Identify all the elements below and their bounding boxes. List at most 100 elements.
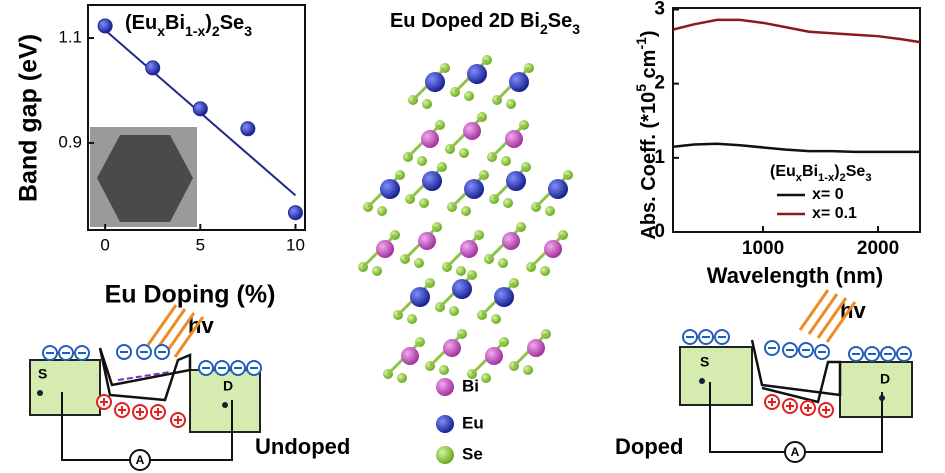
x-tick-label: 10 bbox=[286, 235, 305, 254]
se-atom bbox=[414, 258, 424, 268]
y-tick-label: 1 bbox=[654, 147, 665, 168]
script-text: 2 bbox=[212, 23, 220, 39]
script-text: -1 bbox=[633, 37, 649, 50]
light-ray bbox=[798, 289, 830, 331]
x-tick-label: 5 bbox=[196, 235, 205, 254]
eu-atom bbox=[548, 179, 568, 199]
eu-atom bbox=[506, 171, 526, 191]
eu-atom bbox=[509, 72, 529, 92]
y-tick-label: 3 bbox=[654, 0, 665, 19]
hole-sign bbox=[154, 408, 162, 416]
contact bbox=[37, 390, 43, 396]
se-atom bbox=[419, 198, 429, 208]
bi-atom bbox=[443, 339, 461, 357]
meter-label: A bbox=[136, 453, 145, 467]
script-text: x bbox=[796, 172, 803, 184]
structure-title: Eu Doped 2D Bi2Se3 bbox=[390, 10, 580, 36]
eu-atom bbox=[380, 179, 400, 199]
se-atom bbox=[506, 99, 516, 109]
circuit bbox=[709, 382, 883, 453]
x-tick-label: 0 bbox=[100, 235, 109, 254]
data-line bbox=[673, 18, 921, 44]
y-axis-label: Band gap (eV) bbox=[15, 34, 43, 202]
contact bbox=[222, 402, 228, 408]
drain-label: D bbox=[223, 378, 233, 394]
bi-atom bbox=[505, 130, 523, 148]
bi-atom bbox=[485, 347, 503, 365]
text-part: ) bbox=[834, 163, 839, 180]
light-ray bbox=[146, 304, 178, 346]
bi-atom bbox=[460, 240, 478, 258]
se-atom bbox=[422, 99, 432, 109]
hole-sign bbox=[768, 398, 776, 406]
device-label: Undoped bbox=[255, 434, 350, 459]
drain-label: D bbox=[880, 371, 890, 387]
hole-sign bbox=[804, 404, 812, 412]
script-text: 3 bbox=[244, 23, 252, 39]
text-part: cm bbox=[638, 50, 660, 84]
bi-atom bbox=[527, 339, 545, 357]
se-atom bbox=[501, 156, 511, 166]
channel bbox=[98, 347, 192, 402]
y-tick-label: 2 bbox=[654, 73, 665, 94]
text-part: Se bbox=[220, 12, 244, 34]
data-point bbox=[145, 60, 161, 76]
hole-sign bbox=[822, 406, 830, 414]
hole-sign bbox=[136, 408, 144, 416]
legend-label: x= 0.1 bbox=[812, 205, 857, 222]
contact bbox=[879, 395, 885, 401]
se-atom bbox=[481, 373, 491, 383]
se-atom bbox=[456, 266, 466, 276]
text-part: Se bbox=[846, 163, 866, 180]
eu-atom bbox=[410, 287, 430, 307]
y-tick-label: 1.1 bbox=[58, 28, 82, 47]
bi-atom bbox=[421, 130, 439, 148]
eu-atom bbox=[464, 179, 484, 199]
chart-title: (EuxBi1-x)2Se3 bbox=[125, 12, 252, 38]
drain-pad bbox=[189, 369, 261, 433]
script-text: 3 bbox=[865, 172, 871, 184]
se-atom bbox=[491, 314, 501, 324]
script-text: 1-x bbox=[185, 23, 205, 39]
plot-frame bbox=[87, 4, 306, 231]
text-part: (Eu bbox=[125, 12, 157, 34]
text-part: Bi bbox=[165, 12, 185, 34]
se-atom bbox=[439, 365, 449, 375]
light-ray bbox=[816, 297, 848, 339]
plot-frame bbox=[672, 7, 921, 233]
eu-atom bbox=[425, 72, 445, 92]
se-atom bbox=[372, 266, 382, 276]
text-part: ) bbox=[638, 30, 660, 37]
data-point bbox=[97, 18, 113, 34]
contact bbox=[699, 378, 705, 384]
text-part: ) bbox=[205, 12, 212, 34]
se-atom bbox=[417, 156, 427, 166]
data-point bbox=[287, 205, 303, 221]
x-tick-label: 2000 bbox=[857, 238, 899, 259]
data-point bbox=[192, 101, 208, 117]
bi-atom bbox=[418, 232, 436, 250]
se-atom bbox=[523, 365, 533, 375]
legend-label: Bi bbox=[462, 376, 479, 395]
text-part: Eu Doped 2D Bi bbox=[390, 10, 540, 32]
x-axis-label: Wavelength (nm) bbox=[707, 263, 883, 288]
data-point bbox=[240, 121, 256, 137]
script-text: 5 bbox=[633, 84, 649, 92]
light-ray bbox=[155, 308, 187, 350]
eu-atom bbox=[422, 171, 442, 191]
y-axis-label: Abs. Coeff. (*105 cm-1) bbox=[633, 30, 661, 239]
bi-atom bbox=[376, 240, 394, 258]
se-atom bbox=[407, 314, 417, 324]
se-atom bbox=[464, 91, 474, 101]
y-tick-label: 0 bbox=[654, 221, 665, 242]
se-atom bbox=[545, 206, 555, 216]
hole-sign bbox=[100, 398, 108, 406]
ammeter bbox=[129, 449, 151, 471]
eu-atom bbox=[494, 287, 514, 307]
device-label: Doped bbox=[615, 434, 683, 459]
x-axis-label: Eu Doping (%) bbox=[105, 281, 276, 309]
